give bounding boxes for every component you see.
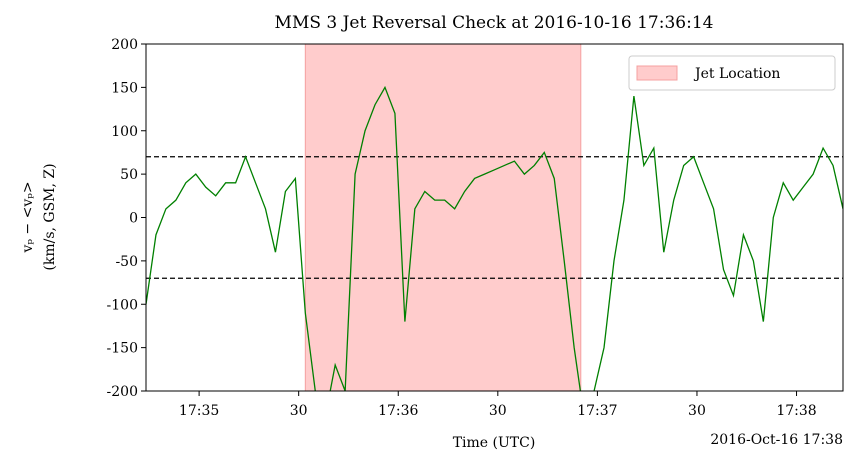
y-axis-label: vₚ − <vₚ> <box>20 181 36 253</box>
x-tick-label: 30 <box>489 403 507 419</box>
plot-area <box>146 85 843 391</box>
x-tick-label: 17:38 <box>776 403 816 419</box>
legend-box <box>628 55 836 91</box>
legend-label: Jet Location <box>693 66 780 82</box>
y-tick-label: 150 <box>111 80 138 96</box>
y-tick-label: 50 <box>120 167 138 183</box>
x-tick-label: 30 <box>290 403 308 419</box>
y-tick-label: -100 <box>107 297 138 313</box>
y-axis-label: (km/s, GSM, Z) <box>42 163 58 270</box>
x-offset-label: 2016-Oct-16 17:38 <box>710 432 843 448</box>
x-axis-label: Time (UTC) <box>453 435 536 451</box>
y-tick-label: 100 <box>111 124 138 140</box>
x-tick-label: 17:36 <box>378 403 418 419</box>
data-line <box>146 85 843 391</box>
y-tick-label: -200 <box>107 384 138 400</box>
y-tick-label: -150 <box>107 341 138 357</box>
legend-swatch <box>636 65 678 81</box>
y-tick-label: 200 <box>111 37 138 53</box>
jet-span <box>304 43 582 392</box>
chart-title: MMS 3 Jet Reversal Check at 2016-10-16 1… <box>275 13 714 33</box>
y-tick-label: -50 <box>115 254 138 270</box>
x-tick-label: 30 <box>688 403 706 419</box>
x-tick-label: 17:35 <box>179 403 219 419</box>
y-tick-label: 0 <box>129 211 138 227</box>
x-tick-label: 17:37 <box>577 403 617 419</box>
